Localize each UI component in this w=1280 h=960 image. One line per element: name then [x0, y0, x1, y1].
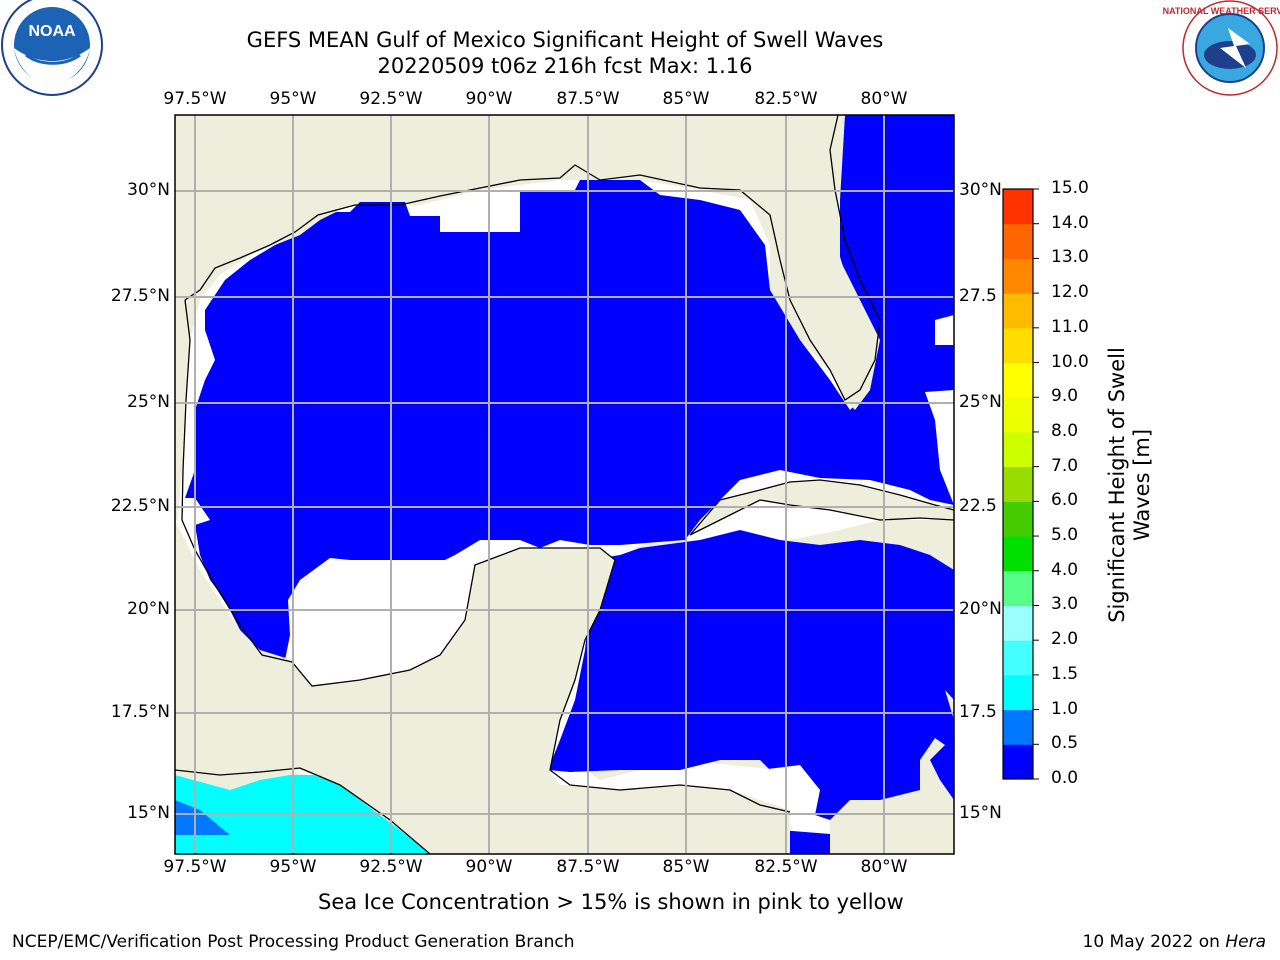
colorbar-tick-label: 0.0: [1051, 768, 1079, 788]
footer-date: 10 May 2022 on Hera: [1083, 932, 1267, 952]
nws-logo: NATIONAL WEATHER SERVICE: [1163, 0, 1280, 96]
colorbar-bin: [1003, 293, 1033, 329]
lon-tick-label: 97.5°W: [163, 89, 227, 109]
lon-tick-label: 87.5°W: [556, 89, 620, 109]
colorbar-bin: [1003, 466, 1033, 502]
colorbar-bin: [1003, 709, 1033, 745]
lat-tick-label: 20°N: [127, 599, 170, 619]
us-coast-land: [175, 115, 845, 520]
lon-tick-label: 90°W: [465, 857, 513, 877]
mexico-west-land: [175, 520, 292, 690]
florida-land: [760, 115, 880, 410]
footer-credit: NCEP/EMC/Verification Post Processing Pr…: [12, 932, 575, 952]
colorbar-tick-label: 10.0: [1051, 351, 1089, 372]
lat-tick-label: 22.5°N: [110, 496, 170, 516]
colorbar-tick-label: 5.0: [1051, 525, 1079, 546]
lon-tick-label: 82.5°W: [754, 857, 818, 877]
nws-logo-text: NATIONAL WEATHER SERVICE: [1163, 6, 1280, 16]
lon-tick-label: 92.5°W: [359, 89, 423, 109]
colorbar-tick-label: 9.0: [1051, 386, 1079, 407]
sea-ice-note: Sea Ice Concentration > 15% is shown in …: [318, 890, 904, 914]
gridlines: [175, 115, 954, 854]
colorbar-tick-label: 3.0: [1051, 594, 1079, 615]
colorbar-label-line1: Significant Height of Swell: [1105, 347, 1129, 623]
lat-tick-label: 27.5: [959, 286, 997, 306]
colorbar-label-line2: Waves [m]: [1130, 428, 1154, 542]
lat-tick-label: 20°N: [959, 599, 1002, 619]
lon-tick-label: 97.5°W: [163, 857, 227, 877]
footer-machine-name: Hera: [1225, 932, 1266, 952]
lon-tick-label: 92.5°W: [359, 857, 423, 877]
lat-tick-label: 17.5°N: [110, 702, 170, 722]
map-title: GEFS MEAN Gulf of Mexico Significant Hei…: [246, 28, 884, 52]
lon-tick-label: 95°W: [269, 857, 317, 877]
map-frame: [174, 114, 955, 855]
footer-date-text: 10 May 2022 on: [1082, 932, 1226, 952]
lat-tick-label: 15°N: [959, 803, 1002, 823]
swell-gulf-region: [185, 115, 954, 660]
colorbar-bin: [1003, 431, 1033, 468]
lon-tick-label: 80°W: [860, 89, 908, 109]
lat-tick-label: 22.5: [959, 496, 997, 516]
colorbar-tick-label: 1.5: [1051, 663, 1079, 684]
map-subtitle: 20220509 t06z 216h fcst Max: 1.16: [377, 54, 753, 78]
lat-tick-label: 30°N: [127, 180, 170, 200]
colorbar-tick-label: 0.5: [1051, 733, 1079, 754]
lon-tick-label: 85°W: [662, 89, 710, 109]
lon-tick-label: 95°W: [269, 89, 317, 109]
colorbar-bin: [1003, 397, 1033, 433]
colorbar-tick-label: 4.0: [1051, 559, 1079, 580]
lon-tick-label: 80°W: [860, 857, 908, 877]
colorbar-bin: [1003, 570, 1033, 606]
lat-tick-label: 25°N: [959, 392, 1002, 412]
swell-pacific-blue: [175, 800, 230, 835]
lat-tick-label: 17.5: [959, 702, 997, 722]
colorbar-bin: [1003, 189, 1033, 225]
colorbar-frame: [1002, 188, 1034, 780]
lon-tick-label: 82.5°W: [754, 89, 818, 109]
yucatan-land: [175, 548, 790, 854]
colorbar-tick-label: 8.0: [1051, 420, 1079, 441]
lat-tick-label: 15°N: [127, 803, 170, 823]
colorbar-tick-label: 14.0: [1051, 212, 1089, 233]
colorbar: [1002, 188, 1039, 780]
colorbar-bin: [1003, 536, 1033, 572]
colorbar-bin: [1003, 640, 1033, 676]
colorbar-bin: [1003, 674, 1033, 711]
colorbar-bin: [1003, 223, 1033, 259]
lat-tick-label: 25°N: [127, 392, 170, 412]
map-content: [175, 115, 954, 854]
lon-tick-label: 85°W: [662, 857, 710, 877]
colorbar-tick-label: 6.0: [1051, 490, 1079, 511]
colorbar-tick-label: 12.0: [1051, 282, 1089, 303]
colorbar-bin: [1003, 362, 1033, 398]
colorbar-tick-label: 2.0: [1051, 629, 1079, 650]
colorbar-tick-label: 13.0: [1051, 247, 1089, 268]
colorbar-tick-label: 15.0: [1051, 178, 1089, 198]
noaa-logo-text: NOAA: [28, 23, 76, 40]
lat-tick-label: 30°N: [959, 180, 1002, 200]
colorbar-tick-label: 11.0: [1051, 316, 1089, 337]
nodata-region: [750, 765, 830, 834]
noaa-logo: NOAA: [1, 0, 103, 96]
lat-tick-label: 27.5°N: [110, 286, 170, 306]
colorbar-bin: [1003, 501, 1033, 537]
lon-tick-label: 90°W: [465, 89, 513, 109]
colorbar-tick-label: 7.0: [1051, 455, 1079, 476]
lon-tick-label: 87.5°W: [556, 857, 620, 877]
colorbar-bin: [1003, 605, 1033, 641]
colorbar-axis-label: Significant Height of Swell Waves [m]: [1105, 347, 1155, 623]
colorbar-bin: [1003, 744, 1033, 780]
colorbar-bin: [1003, 258, 1033, 294]
coastline: [184, 115, 881, 401]
colorbar-tick-label: 1.0: [1051, 698, 1079, 719]
colorbar-bin: [1003, 327, 1033, 364]
